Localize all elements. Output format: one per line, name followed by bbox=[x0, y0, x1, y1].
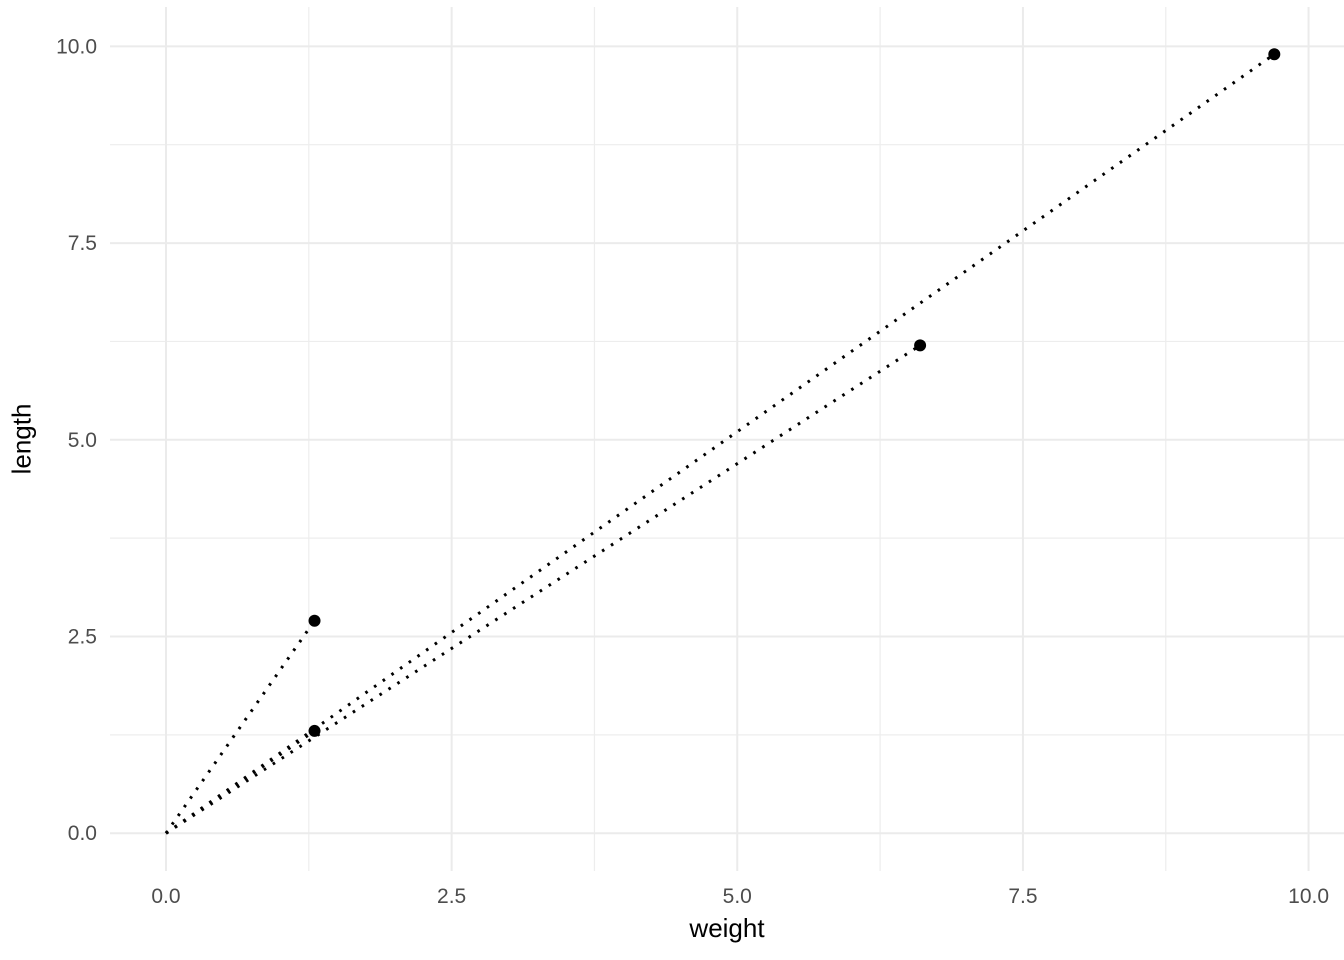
x-tick-label: 10.0 bbox=[1288, 885, 1329, 908]
x-tick-label: 2.5 bbox=[437, 885, 466, 908]
x-tick-label: 0.0 bbox=[151, 885, 180, 908]
y-axis-title: length bbox=[6, 403, 37, 475]
y-tick-label: 7.5 bbox=[68, 232, 97, 255]
x-tick-label: 5.0 bbox=[723, 885, 752, 908]
data-point bbox=[308, 614, 321, 627]
segment-dotted-line bbox=[165, 729, 316, 835]
segment-dotted-line bbox=[164, 619, 316, 835]
y-tick-label: 2.5 bbox=[68, 626, 97, 649]
segment-dotted-line bbox=[165, 344, 921, 835]
data-point bbox=[914, 339, 927, 352]
data-point bbox=[308, 724, 321, 737]
data-point bbox=[1268, 48, 1281, 61]
y-tick-label: 5.0 bbox=[68, 429, 97, 452]
x-tick-label: 7.5 bbox=[1008, 885, 1037, 908]
y-tick-label: 0.0 bbox=[68, 822, 97, 845]
y-tick-label: 10.0 bbox=[56, 35, 97, 58]
x-axis-title: weight bbox=[689, 913, 765, 943]
segment-dotted-line bbox=[165, 52, 1276, 835]
